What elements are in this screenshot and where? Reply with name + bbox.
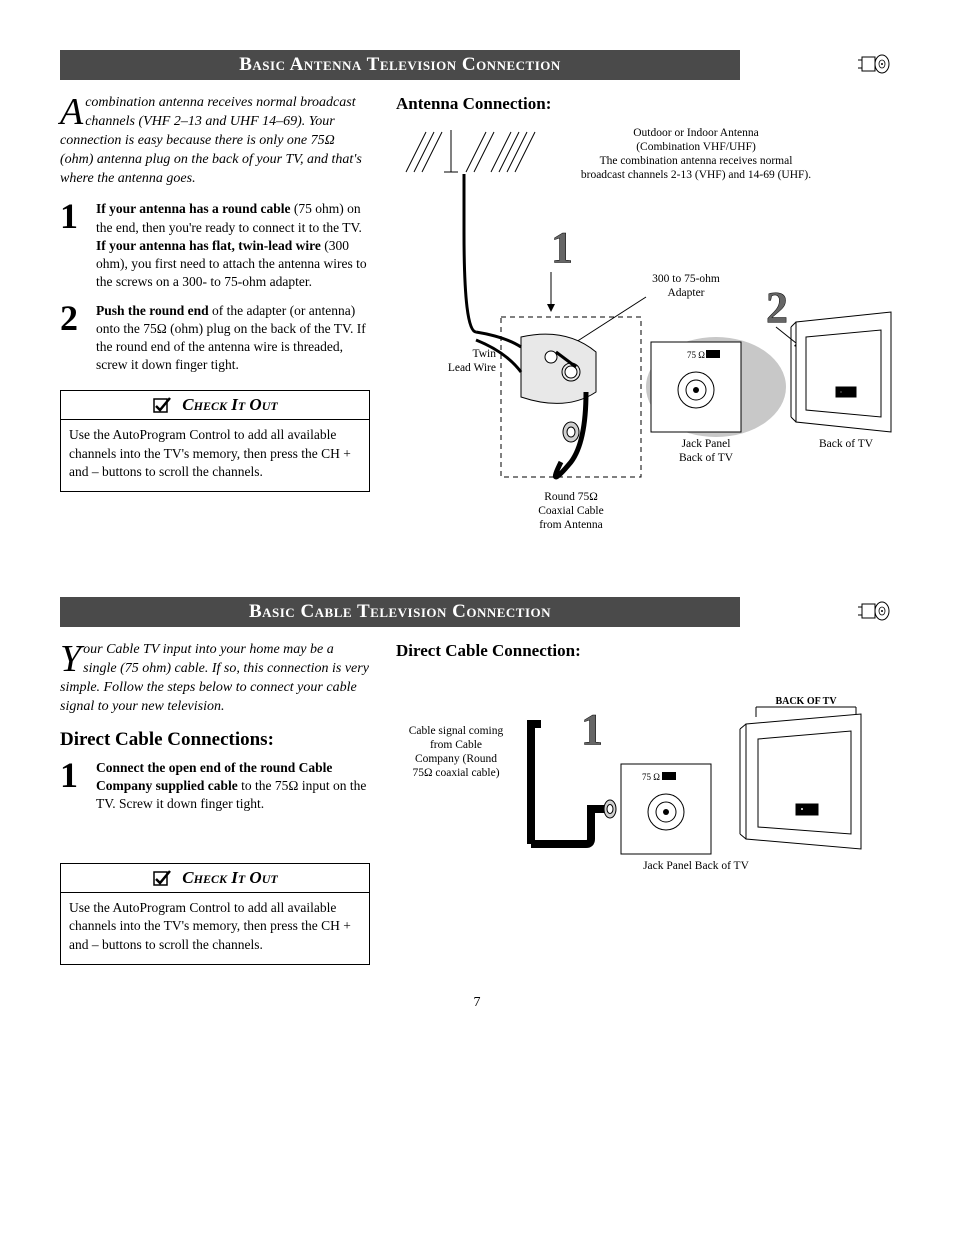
section1-intro: Acombination antenna receives normal bro… bbox=[60, 94, 370, 188]
cable-label: 75Ω coaxial cable) bbox=[412, 767, 499, 779]
step-number: 1 bbox=[60, 200, 84, 291]
dropcap: A bbox=[60, 94, 85, 128]
adapter-label: 300 to 75-ohm bbox=[652, 273, 720, 285]
check-body: Use the AutoProgram Control to add all a… bbox=[61, 893, 369, 964]
coax-connector-icon bbox=[854, 599, 894, 623]
dropcap: Y bbox=[60, 641, 83, 675]
cable-label: Cable signal coming bbox=[409, 725, 504, 737]
coax-connector-icon bbox=[854, 52, 894, 76]
step-body: Connect the open end of the round Cable … bbox=[96, 759, 370, 814]
cable-label: Company (Round bbox=[415, 753, 497, 765]
cable-label: from Cable bbox=[430, 739, 482, 751]
twin-label: Twin bbox=[473, 348, 497, 360]
diagram-number-1: 1 bbox=[581, 705, 603, 754]
check-title: Check It Out bbox=[182, 395, 277, 415]
step-bold: Push the round end bbox=[96, 303, 209, 318]
adapter-label: Adapter bbox=[667, 287, 704, 299]
antenna-label: The combination antenna receives normal bbox=[600, 155, 793, 167]
round-coax-label: Round 75Ω bbox=[544, 491, 598, 503]
check-it-out-box: Check It Out Use the AutoProgram Control… bbox=[60, 863, 370, 965]
step-1: 1 Connect the open end of the round Cabl… bbox=[60, 759, 370, 814]
diagram-number-2: 2 bbox=[766, 283, 788, 332]
step-1: 1 If your antenna has a round cable (75 … bbox=[60, 200, 370, 291]
section1-right-column: Antenna Connection: Outdoor or Indoor An… bbox=[396, 94, 896, 557]
diagram-number-1: 1 bbox=[551, 223, 573, 272]
round-coax-label: from Antenna bbox=[539, 519, 603, 531]
step-bold: If your antenna has a round cable bbox=[96, 201, 291, 216]
diagram-heading: Direct Cable Connection: bbox=[396, 641, 894, 661]
step-2: 2 Push the round end of the adapter (or … bbox=[60, 302, 370, 375]
check-it-out-box: Check It Out Use the AutoProgram Control… bbox=[60, 390, 370, 492]
section2-body: Your Cable TV input into your home may b… bbox=[60, 641, 894, 965]
jack-label: Jack Panel bbox=[682, 438, 731, 450]
step-number: 2 bbox=[60, 302, 84, 375]
ohm-label: 75 Ω bbox=[642, 772, 660, 782]
check-header: Check It Out bbox=[61, 391, 369, 420]
section1-header-row: Basic Antenna Television Connection bbox=[60, 50, 894, 94]
ohm-label: 75 Ω bbox=[687, 350, 705, 360]
checkmark-icon bbox=[152, 868, 172, 888]
step-body: Push the round end of the adapter (or an… bbox=[96, 302, 370, 375]
antenna-label: (Combination VHF/UHF) bbox=[636, 141, 756, 153]
intro-text: combination antenna receives normal broa… bbox=[60, 95, 362, 186]
checkmark-icon bbox=[152, 395, 172, 415]
check-header: Check It Out bbox=[61, 864, 369, 893]
section2-intro: Your Cable TV input into your home may b… bbox=[60, 641, 370, 717]
section1-body: Acombination antenna receives normal bro… bbox=[60, 94, 894, 557]
section2-left-column: Your Cable TV input into your home may b… bbox=[60, 641, 370, 965]
antenna-diagram: Outdoor or Indoor Antenna (Combination V… bbox=[396, 122, 896, 552]
section1-left-column: Acombination antenna receives normal bro… bbox=[60, 94, 370, 492]
round-coax-label: Coaxial Cable bbox=[538, 505, 603, 517]
jack-label: Jack Panel Back of TV bbox=[643, 860, 750, 872]
antenna-label: broadcast channels 2-13 (VHF) and 14-69 … bbox=[581, 169, 811, 181]
section2-right-column: Direct Cable Connection: Cable signal co… bbox=[396, 641, 894, 904]
page-number: 7 bbox=[60, 995, 894, 1011]
section2-header-row: Basic Cable Television Connection bbox=[60, 597, 894, 641]
step-bold: If your antenna has flat, twin-lead wire bbox=[96, 238, 321, 253]
intro-text: our Cable TV input into your home may be… bbox=[60, 642, 369, 714]
cable-diagram: Cable signal coming from Cable Company (… bbox=[396, 669, 876, 899]
step-number: 1 bbox=[60, 759, 84, 814]
backtv-label: Back of TV bbox=[819, 438, 874, 450]
section1-title: Basic Antenna Television Connection bbox=[60, 50, 740, 80]
step-body: If your antenna has a round cable (75 oh… bbox=[96, 200, 370, 291]
twin-label: Lead Wire bbox=[448, 362, 496, 374]
jack-label: Back of TV bbox=[679, 452, 734, 464]
check-title: Check It Out bbox=[182, 868, 277, 888]
check-body: Use the AutoProgram Control to add all a… bbox=[61, 420, 369, 491]
section2-title: Basic Cable Television Connection bbox=[60, 597, 740, 627]
diagram-heading: Antenna Connection: bbox=[396, 94, 896, 114]
antenna-label: Outdoor or Indoor Antenna bbox=[633, 127, 759, 139]
backtv-label: BACK OF TV bbox=[775, 696, 837, 707]
direct-cable-heading: Direct Cable Connections: bbox=[60, 729, 370, 751]
